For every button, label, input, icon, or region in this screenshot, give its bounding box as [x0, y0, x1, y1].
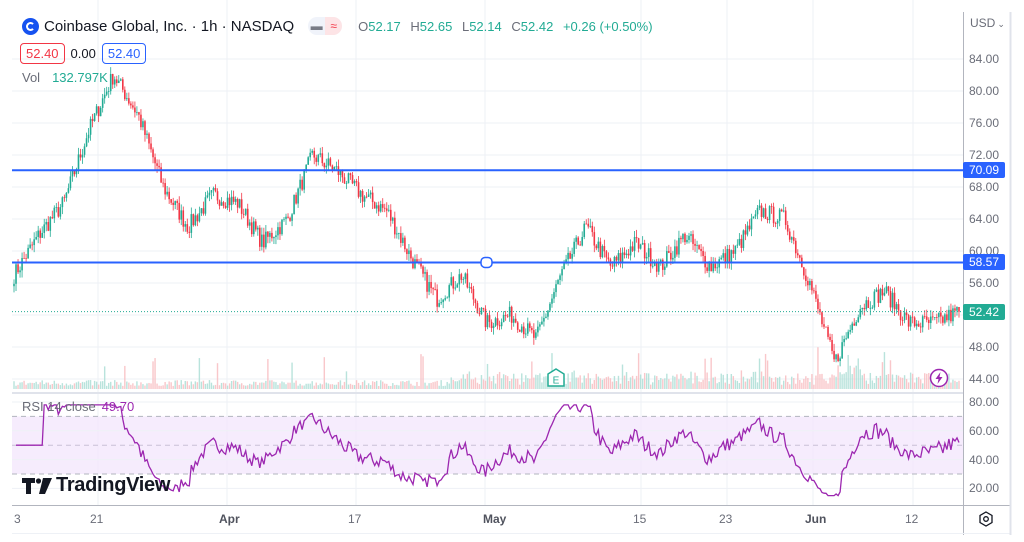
- volume-value: 132.797K: [52, 70, 108, 85]
- change-value: +0.26 (+0.50%): [562, 18, 653, 34]
- price-tick-label: 80.00: [969, 84, 1000, 98]
- tradingview-logo-icon: [22, 477, 52, 494]
- rsi-value: 49.70: [101, 399, 135, 414]
- coinbase-logo-icon: [22, 17, 39, 35]
- spread-value: 0.00: [70, 46, 96, 61]
- sell-price-button[interactable]: 52.40: [20, 43, 65, 64]
- close-value: 52.42: [520, 18, 554, 34]
- price-tick-label: 84.00: [969, 52, 1000, 66]
- high-value: 52.65: [419, 18, 453, 34]
- price-tick-label: 56.00: [969, 276, 1000, 290]
- time-tick-label: Jun: [805, 512, 827, 526]
- low-label: L: [461, 18, 470, 34]
- earnings-marker-icon[interactable]: E: [546, 368, 566, 393]
- price-tick-label: 64.00: [969, 212, 1000, 226]
- time-tick-label: May: [483, 512, 507, 526]
- price-tick-label: 48.00: [969, 340, 1000, 354]
- minus-icon[interactable]: ▬: [310, 19, 323, 33]
- low-value: 52.14: [469, 18, 502, 34]
- time-tick-label: Apr: [219, 512, 240, 526]
- tradingview-wordmark: TradingView: [56, 474, 171, 496]
- currency-selector[interactable]: USD ⌄: [970, 16, 1005, 30]
- buy-price-button[interactable]: 52.40: [101, 43, 147, 64]
- svg-text:E: E: [553, 376, 560, 387]
- bid-ask-row: 52.40 0.00 52.40: [20, 43, 147, 64]
- settings-gear-icon[interactable]: [978, 511, 994, 532]
- open-label: O: [358, 18, 369, 34]
- rsi-legend: RSI 14 close 49.70: [22, 399, 134, 414]
- rsi-tick-label: 20.00: [969, 481, 1000, 496]
- price-tick-label: 72.00: [969, 148, 1000, 162]
- high-label: H: [410, 18, 420, 34]
- price-tick-label: 68.00: [969, 180, 1000, 194]
- volume-label[interactable]: Vol: [22, 70, 41, 85]
- time-tick-label: 23: [719, 512, 733, 526]
- chevron-down-icon: ⌄: [997, 19, 1005, 29]
- time-tick-label: 21: [90, 512, 104, 526]
- rsi-tick-label: 80.00: [969, 395, 1000, 409]
- price-tick-label: 76.00: [969, 116, 1000, 130]
- approx-wave-icon[interactable]: ≈: [325, 17, 343, 35]
- volume-legend: Vol 132.797K: [22, 70, 108, 85]
- legend-toggle-group[interactable]: ▬ ≈: [308, 17, 343, 35]
- symbol-title[interactable]: Coinbase Global, Inc. · 1h · NASDAQ: [44, 17, 295, 35]
- time-tick-label: 15: [633, 512, 647, 526]
- ohlc-values: O52.17 H52.65 L52.14 C52.42 +0.26 (+0.50…: [358, 19, 658, 34]
- lightning-icon[interactable]: [929, 368, 949, 393]
- time-tick-label: 17: [348, 512, 362, 526]
- rsi-tick-label: 60.00: [969, 423, 1000, 438]
- rsi-tick-label: 40.00: [969, 452, 1000, 467]
- price-tick-label: 44.00: [969, 372, 1000, 386]
- time-tick-label: 3: [14, 512, 21, 526]
- symbol-legend: Coinbase Global, Inc. · 1h · NASDAQ ▬ ≈ …: [22, 17, 659, 35]
- currency-label: USD: [970, 16, 996, 30]
- time-tick-label: 12: [905, 512, 919, 526]
- rsi-label[interactable]: RSI 14 close: [22, 399, 96, 414]
- hline-price-tag: 58.57: [963, 254, 1005, 271]
- close-label: C: [511, 18, 521, 34]
- open-value: 52.17: [368, 18, 401, 34]
- last-price-tag: 52.42: [963, 303, 1005, 320]
- tradingview-branding[interactable]: TradingView: [22, 474, 170, 497]
- hline-price-tag: 70.09: [963, 162, 1005, 179]
